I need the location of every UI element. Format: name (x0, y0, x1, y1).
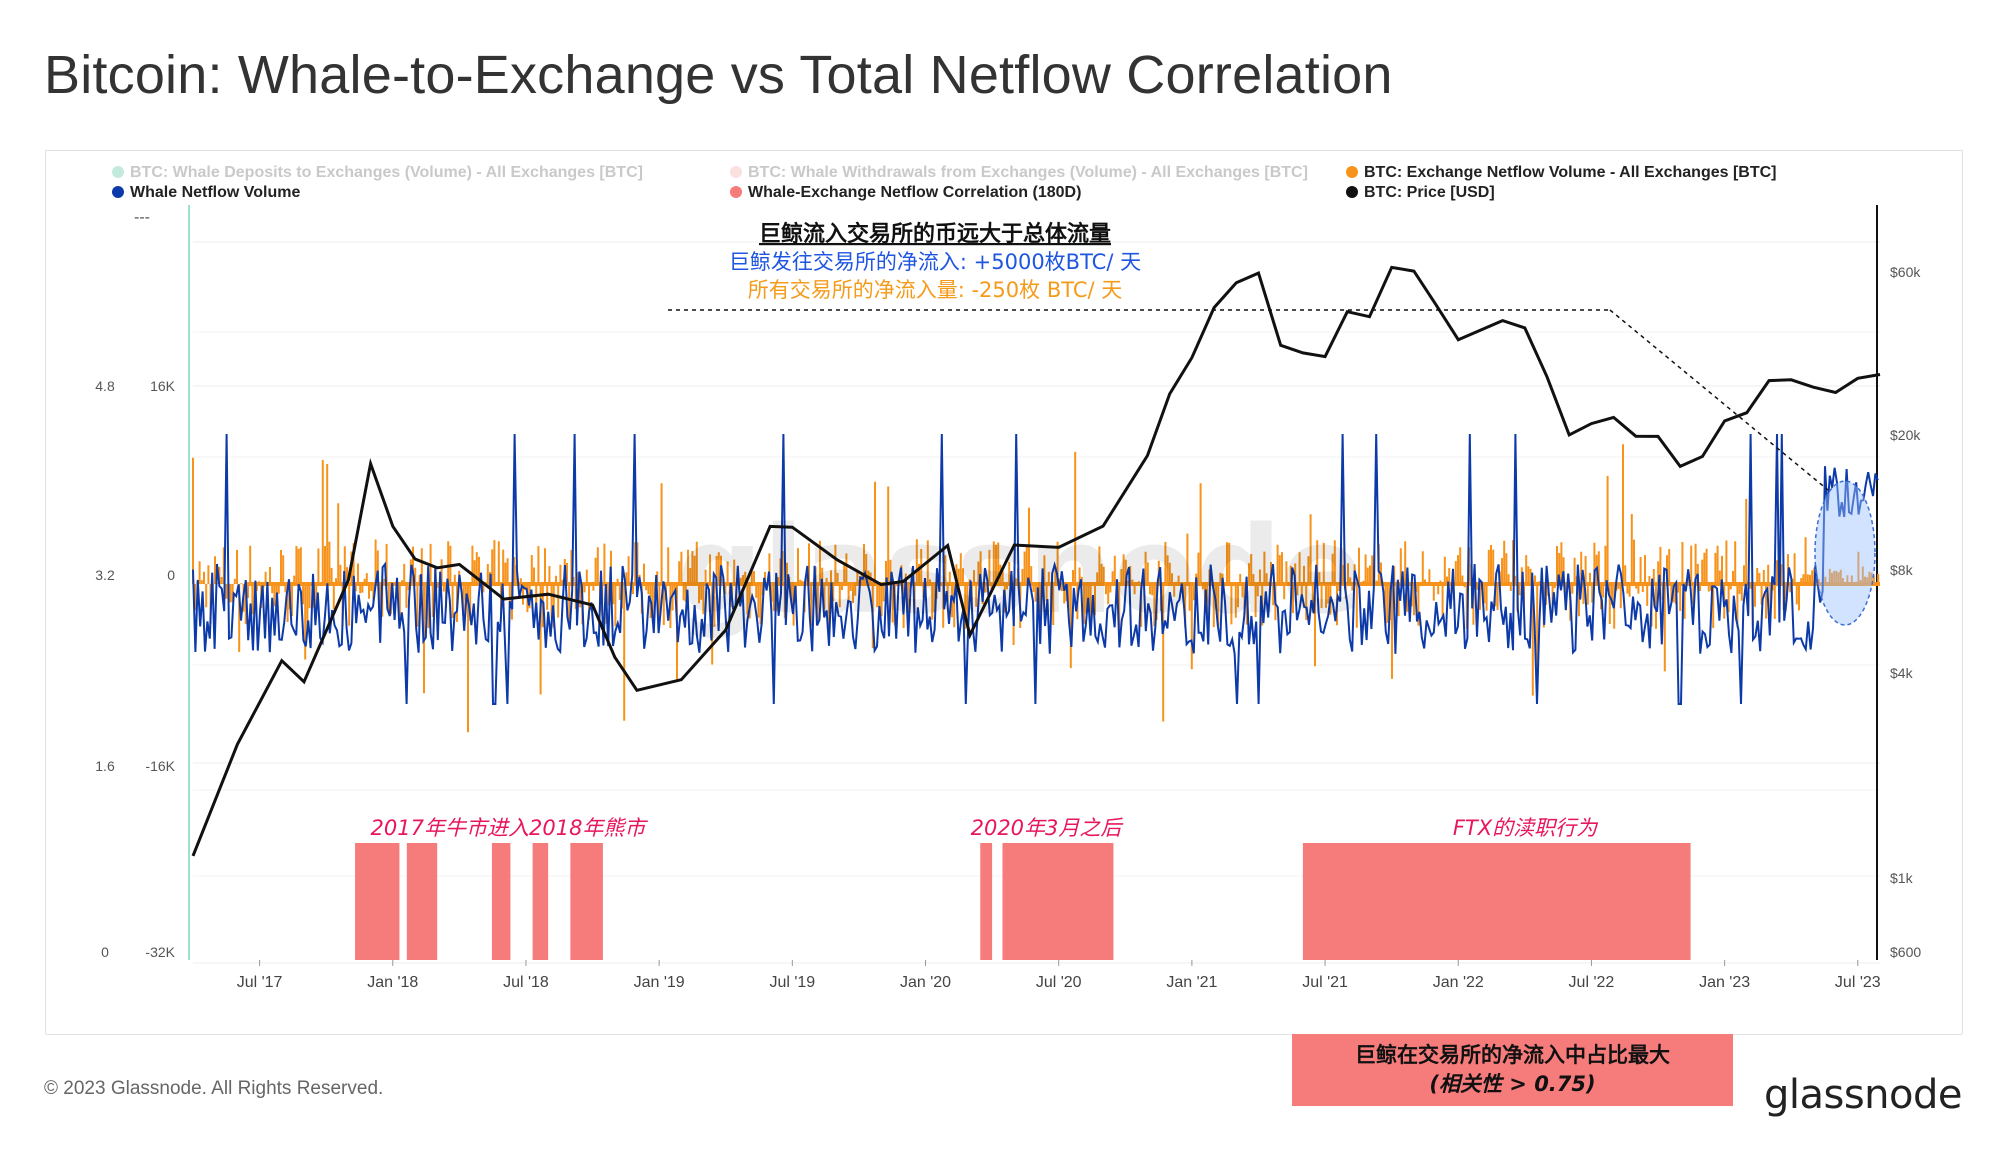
correlation-periods (355, 843, 1691, 960)
legend-marker[interactable] (112, 186, 124, 198)
x-tick-label: Jan '23 (1699, 974, 1750, 991)
price-line (191, 265, 1881, 857)
legend: BTC: Whale Deposits to Exchanges (Volume… (112, 164, 1777, 201)
x-tick-label: Jan '22 (1433, 974, 1484, 991)
x-tick-label: Jul '21 (1302, 974, 1348, 991)
x-tick-label: Jul '23 (1835, 974, 1881, 991)
correlation-block (532, 843, 549, 960)
whale-netflow-line (192, 433, 1879, 705)
y-left-inner-tick: 0 (167, 567, 175, 583)
annotation-period-2020: 2020年3月之后 (971, 816, 1124, 840)
dashed-trend-line (1609, 309, 1829, 491)
y-right-tick: $600 (1890, 944, 1921, 960)
x-tick-label: Jan '18 (367, 974, 418, 991)
y-left-outer-tick: 4.8 (95, 378, 115, 394)
chart-frame (45, 150, 1963, 1035)
annotation-total-inflow: 所有交易所的净流入量: -250枚 BTC/ 天 (748, 278, 1123, 302)
legend-label[interactable]: BTC: Exchange Netflow Volume - All Excha… (1364, 164, 1777, 181)
x-tick-label: Jul '18 (503, 974, 549, 991)
y-left-outer-tick: 1.6 (95, 758, 115, 774)
y-right-tick: $60k (1890, 264, 1921, 280)
correlation-block (406, 843, 438, 960)
callout-line-1: 巨鲸在交易所的净流入中占比最大 (1355, 1043, 1670, 1067)
correlation-block (570, 843, 603, 960)
legend-label[interactable]: BTC: Whale Withdrawals from Exchanges (V… (748, 164, 1308, 181)
glassnode-logo: glassnode (1763, 1072, 1963, 1118)
x-tick-label: Jul '20 (1036, 974, 1082, 991)
x-tick-label: Jan '20 (900, 974, 951, 991)
correlation-block (1002, 843, 1114, 960)
correlation-callout: 巨鲸在交易所的净流入中占比最大 (相关性 > 0.75) (1292, 1034, 1733, 1106)
axes: 4.8 3.2 1.6 0 16K 0 -16K -32K $60k $20k $8k $4k $1k $… (95, 205, 1921, 991)
callout-line-2: (相关性 > 0.75) (1429, 1072, 1596, 1096)
legend-marker[interactable] (730, 166, 742, 178)
annotation-period-ftx: FTX的渎职行为 (1453, 816, 1599, 840)
y-left-outer-tick: 3.2 (95, 567, 115, 583)
y-right-tick: $4k (1890, 665, 1914, 681)
legend-label[interactable]: Whale-Exchange Netflow Correlation (180D… (748, 184, 1081, 201)
highlight-ellipse (1814, 480, 1876, 626)
y-right-tick: $1k (1890, 870, 1914, 886)
y-left-inner-tick: 16K (150, 378, 176, 394)
x-tick-label: Jan '19 (634, 974, 685, 991)
legend-label[interactable]: BTC: Price [USD] (1364, 184, 1495, 201)
x-tick-label: Jul '19 (769, 974, 815, 991)
correlation-block (355, 843, 400, 960)
x-tick-label: Jan '21 (1166, 974, 1217, 991)
watermark: glassnode (677, 502, 1363, 641)
legend-extra: --- (134, 209, 150, 226)
legend-marker[interactable] (730, 186, 742, 198)
correlation-block (491, 843, 511, 960)
y-right-tick: $20k (1890, 427, 1921, 443)
copyright: © 2023 Glassnode. All Rights Reserved. (44, 1078, 384, 1099)
x-tick-label: Jul '17 (237, 974, 283, 991)
correlation-block (980, 843, 993, 960)
correlation-block (1302, 843, 1691, 960)
legend-label[interactable]: BTC: Whale Deposits to Exchanges (Volume… (130, 164, 643, 181)
x-tick-label: Jul '22 (1569, 974, 1615, 991)
legend-marker[interactable] (1346, 166, 1358, 178)
annotation-heading: 巨鲸流入交易所的币远大于总体流量 (759, 221, 1111, 247)
annotation-whale-inflow: 巨鲸发往交易所的净流入: +5000枚BTC/ 天 (729, 250, 1141, 274)
y-right-tick: $8k (1890, 562, 1914, 578)
legend-marker[interactable] (112, 166, 124, 178)
y-left-inner-tick: -16K (145, 758, 175, 774)
whale-netflow-series (192, 433, 1879, 705)
annotation-period-2017: 2017年牛市进入2018年熊市 (371, 816, 649, 840)
legend-marker[interactable] (1346, 186, 1358, 198)
page-title: Bitcoin: Whale-to-Exchange vs Total Netf… (44, 45, 1393, 105)
y-left-inner-tick: -32K (145, 944, 175, 960)
legend-label[interactable]: Whale Netflow Volume (130, 184, 300, 201)
y-left-outer-tick: 0 (101, 944, 109, 960)
